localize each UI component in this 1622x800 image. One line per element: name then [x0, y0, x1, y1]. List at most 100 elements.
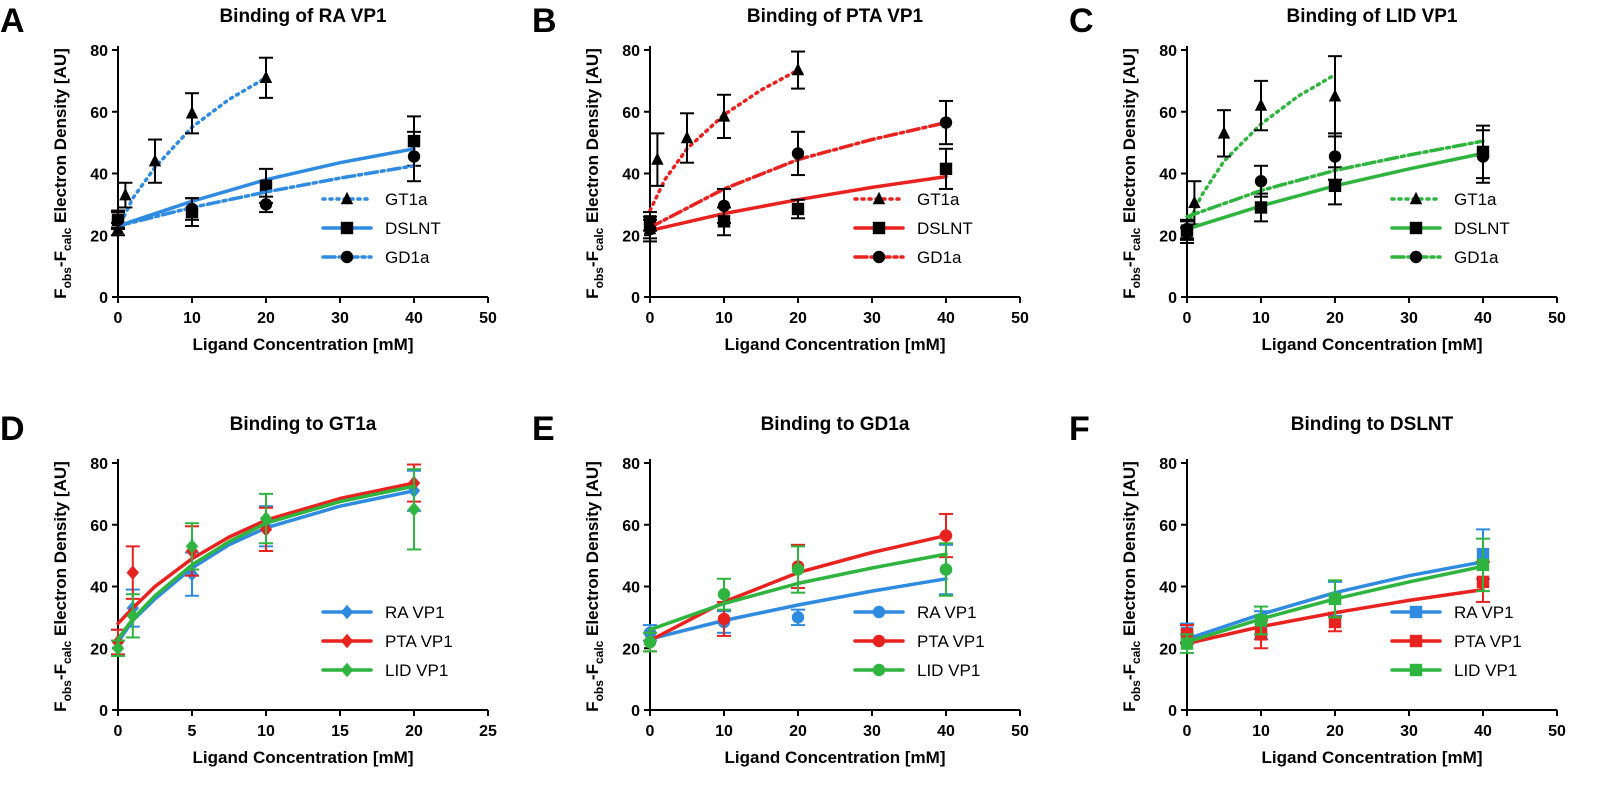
y-tick-label: 20 [90, 641, 108, 658]
y-tick-label: 60 [90, 518, 108, 535]
legend-marker [340, 250, 354, 264]
data-point [717, 199, 731, 213]
y-tick-label: 0 [631, 703, 640, 720]
x-tick-label: 0 [646, 310, 655, 327]
y-tick-label: 20 [90, 228, 108, 245]
y-axis-label-part: F [583, 288, 602, 298]
chart-title: Binding of RA VP1 [219, 6, 387, 27]
panel-c: C Binding of LID VP1 0 10 20 30 40 50 0 20 40 60 80 L… [1069, 2, 1566, 354]
y-tick-label: 0 [631, 290, 640, 307]
legend-entry: GT1a [853, 190, 960, 209]
x-axis-label: Ligand Concentration [mM] [1262, 335, 1483, 354]
chart-title: Binding to GD1a [761, 414, 910, 435]
data-point [791, 202, 805, 216]
axes [117, 46, 488, 298]
y-axis-label-part: -F [1120, 251, 1139, 267]
chart-title: Binding to DSLNT [1291, 414, 1454, 435]
legend-entry: PTA VP1 [853, 632, 985, 651]
x-tick-label: 0 [1183, 723, 1192, 740]
axes [649, 46, 1020, 298]
data-point [1328, 89, 1342, 102]
data-point [717, 588, 731, 601]
data-point [717, 109, 731, 122]
x-tick-label: 0 [646, 723, 655, 740]
data-point [1254, 98, 1268, 111]
series-gd1a [111, 130, 421, 229]
legend-label: DSLNT [385, 219, 441, 238]
x-tick-label: 30 [1400, 723, 1418, 740]
data-point [148, 153, 162, 167]
data-point [939, 162, 953, 176]
axes [1186, 46, 1557, 298]
y-axis-label: Fobs-Fcalc Electron Density [AU] [1120, 48, 1143, 299]
legend-marker [1409, 250, 1423, 264]
y-tick-label: 40 [1159, 167, 1177, 184]
panel-b: B Binding of PTA VP1 0 10 20 30 40 50 0 20 40 60 80 L… [532, 2, 1029, 354]
data-point [1328, 150, 1342, 163]
y-axis-label-part: obs [592, 680, 606, 702]
data-point [1476, 150, 1490, 163]
legend-marker [1409, 634, 1423, 648]
series-lid-vp1 [1180, 537, 1490, 654]
legend-label: PTA VP1 [385, 632, 453, 651]
data-point [126, 565, 139, 580]
fit-curve [116, 164, 416, 228]
x-tick-label: 0 [114, 723, 123, 740]
x-tick-label: 10 [715, 723, 733, 740]
legend-marker [1409, 605, 1423, 619]
y-tick-label: 20 [1159, 641, 1177, 658]
x-tick-label: 20 [405, 723, 423, 740]
legend-entry: PTA VP1 [1390, 632, 1522, 651]
series-gd1a [1180, 129, 1490, 240]
legend-label: GT1a [385, 190, 428, 209]
x-tick-label: 15 [331, 723, 349, 740]
data-point [791, 563, 805, 576]
panel-f: F Binding to DSLNT 0 10 20 30 40 50 0 20 40 60 80 Lig… [1069, 410, 1566, 767]
x-tick-label: 50 [1011, 723, 1029, 740]
axes [117, 459, 488, 711]
y-axis-label: Fobs-Fcalc Electron Density [AU] [583, 48, 606, 299]
legend-marker [1409, 221, 1423, 235]
y-tick-label: 0 [99, 290, 108, 307]
y-axis-label-part: obs [1129, 267, 1143, 289]
y-axis-label-part: -F [1120, 664, 1139, 680]
data-point [1254, 201, 1268, 214]
data-point [939, 563, 953, 576]
x-tick-label: 10 [183, 310, 201, 327]
legend-label: RA VP1 [1454, 603, 1514, 622]
panel-letter: B [532, 2, 557, 40]
y-tick-label: 80 [90, 43, 108, 60]
data-point [407, 150, 421, 163]
x-tick-label: 30 [331, 310, 349, 327]
legend-label: GT1a [917, 190, 960, 209]
legend-entry: RA VP1 [1390, 603, 1514, 622]
series-lid-vp1 [111, 468, 421, 657]
panel-letter: C [1069, 2, 1094, 40]
data-point [259, 511, 273, 526]
y-tick-label: 0 [99, 703, 108, 720]
y-tick-label: 60 [90, 105, 108, 122]
x-axis-label: Ligand Concentration [mM] [193, 335, 414, 354]
y-tick-label: 80 [1159, 456, 1177, 473]
x-tick-label: 50 [1548, 310, 1566, 327]
legend-entry: DSLNT [853, 219, 973, 238]
data-point [259, 70, 273, 83]
legend-entry: GT1a [321, 190, 428, 209]
data-point [111, 213, 125, 227]
y-tick-label: 80 [622, 43, 640, 60]
fit-curve [648, 577, 948, 641]
legend-entry: GD1a [853, 248, 962, 267]
data-point [643, 635, 657, 649]
legend-label: GD1a [917, 248, 962, 267]
axes [649, 459, 1020, 711]
panel-d: D Binding to GT1a 0 5 10 15 20 25 0 20 40 60 80 Ligan… [0, 410, 497, 767]
y-axis-label-part: Electron Density [AU] [1120, 48, 1139, 227]
x-tick-label: 5 [188, 723, 197, 740]
y-tick-label: 60 [622, 105, 640, 122]
y-axis-label: Fobs-Fcalc Electron Density [AU] [1120, 461, 1143, 712]
legend-entry: DSLNT [321, 219, 441, 238]
y-tick-label: 20 [1159, 228, 1177, 245]
y-axis-label-part: -F [51, 664, 70, 680]
legend-entry: LID VP1 [853, 661, 980, 680]
data-point [791, 62, 805, 76]
